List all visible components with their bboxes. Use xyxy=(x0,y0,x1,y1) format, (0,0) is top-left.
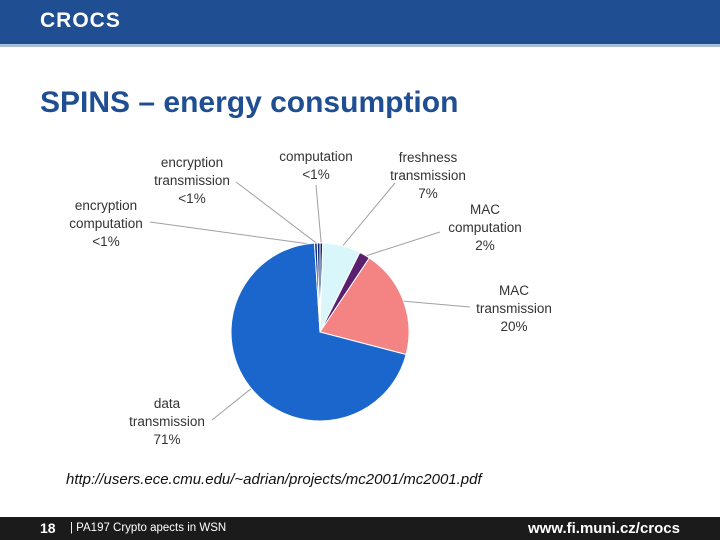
pie-leader-line-2 xyxy=(363,231,441,258)
slide-title: SPINS – energy consumption xyxy=(40,86,459,119)
pie-label-3: MAC transmission 20% xyxy=(476,283,552,334)
header-bar: CROCS xyxy=(0,0,720,44)
footer-url: www.fi.muni.cz/crocs xyxy=(528,520,680,537)
pie-label-0: computation <1% xyxy=(279,149,353,182)
crocs-logo: CROCS xyxy=(40,9,121,32)
footer-bar: 18 | PA197 Crypto apects in WSN www.fi.m… xyxy=(0,517,720,540)
pie-label-6: encryption transmission <1% xyxy=(154,155,230,206)
pie-slice-3 xyxy=(319,257,410,356)
pie-slice-6 xyxy=(316,242,321,333)
page-number: 18 xyxy=(40,520,56,536)
pie-label-1: freshness transmission 7% xyxy=(390,150,466,201)
pie-slices xyxy=(230,242,410,422)
pie-leader-line-1 xyxy=(340,182,396,248)
pie-leader-line-6 xyxy=(235,181,319,246)
pie-leader-line-0 xyxy=(315,184,322,245)
pie-leader-line-5 xyxy=(149,221,317,246)
header-divider xyxy=(0,44,720,47)
pie-leader-line-4 xyxy=(211,387,253,421)
source-citation: http://users.ece.cmu.edu/~adrian/project… xyxy=(66,471,482,488)
pie-slice-4 xyxy=(230,242,407,422)
pie-leader-lines xyxy=(149,181,471,421)
pie-label-4: data transmission 71% xyxy=(129,396,205,447)
pie-label-5: encryption computation <1% xyxy=(69,198,143,249)
pie-leader-line-3 xyxy=(401,300,471,308)
pie-labels: computation <1%freshness transmission 7%MAC… xyxy=(69,149,552,447)
pie-label-2: MAC computation 2% xyxy=(448,202,522,253)
footer-course-text: | PA197 Crypto apects in WSN xyxy=(70,522,227,534)
